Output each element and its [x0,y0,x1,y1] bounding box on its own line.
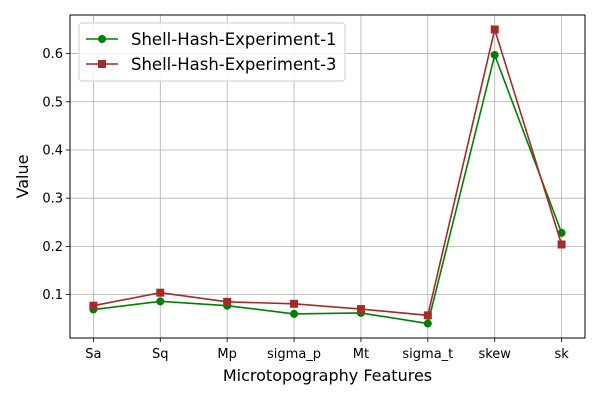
y-tick-label: 0.3 [42,192,63,207]
plot-frame [69,14,586,339]
data-point [557,240,566,249]
y-axis: 0.1 0.2 0.3 0.4 0.5 0.6 [42,47,70,303]
data-point [156,297,165,306]
data-point [290,299,299,308]
x-axis: Sa Sq Mp sigma_p Mt sigma_t skew sk [85,338,569,362]
y-tick-label: 0.1 [42,288,63,303]
y-tick-label: 0.5 [42,95,63,110]
series-line [93,52,563,325]
legend-box [78,22,346,82]
data-point [423,311,432,320]
legend-label: Shell-Hash-Experiment-3 [131,55,337,74]
legend: Shell-Hash-Experiment-1 Shell-Hash-Experi… [78,22,346,82]
data-point [423,319,432,328]
x-tick-label: sigma_t [402,347,453,362]
legend-label: Shell-Hash-Experiment-1 [131,30,337,49]
data-point [156,288,165,297]
data-point [557,228,566,237]
x-tick-label: Sa [85,347,101,362]
y-tick-label: 0.4 [42,143,63,158]
data-point [89,301,98,310]
x-tick-label: Sq [152,347,169,362]
x-tick-label: sk [554,347,569,362]
series-2 [89,25,566,320]
x-axis-title: Microtopography Features [223,366,432,385]
x-tick-label: Mt [353,347,369,362]
y-axis-title: Value [13,155,32,199]
y-tick-label: 0.2 [42,240,63,255]
x-tick-label: sigma_p [267,347,321,362]
series-layer [89,25,566,328]
data-point [223,297,232,306]
data-point [490,51,499,60]
y-tick-label: 0.6 [42,47,63,62]
data-point [290,309,299,318]
x-tick-label: skew [478,347,511,362]
legend-marker [98,60,106,68]
series-line [93,26,563,317]
data-point [490,25,499,34]
data-point [356,305,365,314]
legend-marker [98,35,106,43]
x-tick-label: Mp [217,347,236,362]
